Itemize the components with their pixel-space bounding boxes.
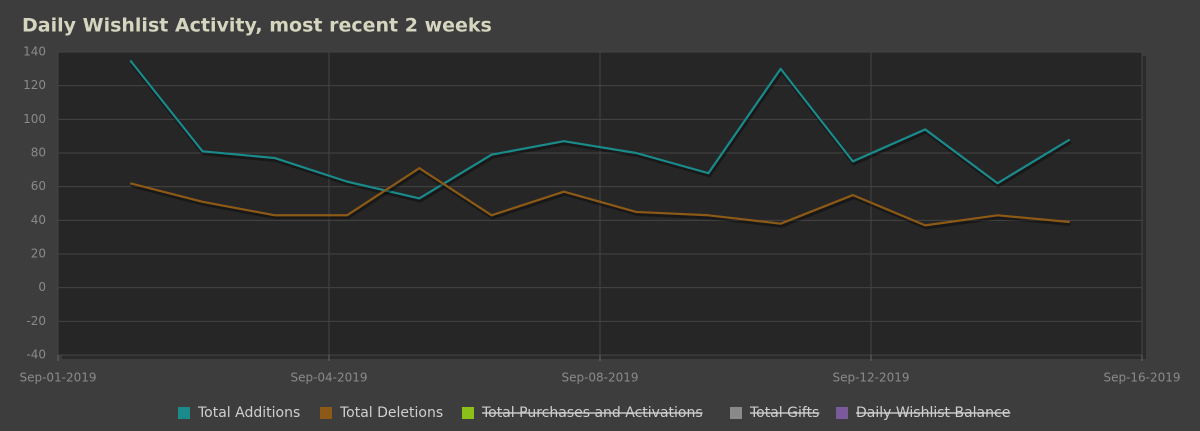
y-tick-label: -20	[26, 314, 46, 328]
y-tick-label: 120	[23, 78, 46, 92]
x-tick-label: Sep-12-2019	[832, 371, 909, 385]
x-tick-label: Sep-16-2019	[1103, 371, 1180, 385]
series-line	[129, 167, 1070, 227]
legend-swatch[interactable]	[730, 407, 742, 419]
legend-label[interactable]: Total Additions	[197, 405, 300, 421]
legend-label[interactable]: Total Purchases and Activations	[481, 405, 703, 421]
y-tick-label: 40	[31, 213, 46, 227]
y-tick-label: -40	[26, 348, 46, 362]
legend-swatch[interactable]	[320, 407, 332, 419]
x-tick-label: Sep-04-2019	[290, 371, 367, 385]
line-shadow	[129, 61, 1072, 203]
x-tick-label: Sep-08-2019	[561, 371, 638, 385]
legend-label[interactable]: Daily Wishlist Balance	[856, 405, 1010, 421]
line-shadow	[130, 167, 1071, 230]
y-tick-label: 100	[23, 112, 46, 126]
y-tick-label: 140	[23, 45, 46, 59]
y-tick-label: 20	[31, 247, 46, 261]
y-tick-label: 0	[38, 280, 46, 294]
legend-swatch[interactable]	[462, 407, 474, 419]
legend-swatch[interactable]	[836, 407, 848, 419]
x-tick-label: Sep-01-2019	[19, 371, 96, 385]
chart-title: Daily Wishlist Activity, most recent 2 w…	[22, 15, 492, 37]
y-tick-label: 80	[31, 146, 46, 160]
legend-label[interactable]: Total Gifts	[749, 405, 819, 421]
series-line	[129, 59, 1071, 200]
legend-swatch[interactable]	[178, 407, 190, 419]
legend-label[interactable]: Total Deletions	[339, 405, 443, 421]
y-tick-label: 60	[31, 179, 46, 193]
